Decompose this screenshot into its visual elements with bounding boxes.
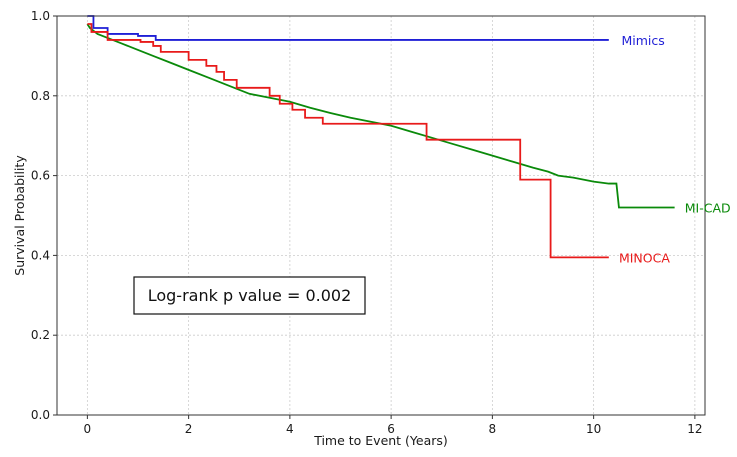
y-tick-label: 1.0: [31, 9, 50, 23]
series-line-minoca: [87, 23, 609, 259]
series-label-minoca: MINOCA: [619, 250, 670, 265]
x-tick-label: 0: [84, 422, 92, 436]
y-axis-title: Survival Probability: [12, 155, 27, 276]
x-tick-label: 4: [286, 422, 294, 436]
x-tick-label: 2: [185, 422, 193, 436]
y-tick-label: 0.4: [31, 248, 50, 262]
grid: [57, 15, 705, 416]
plot-frame: [56, 15, 706, 416]
series-line-mi-cad: [86, 23, 675, 209]
series-line-mimics: [87, 15, 609, 41]
y-tick-label: 0.6: [31, 169, 50, 183]
x-tick-label: 8: [489, 422, 497, 436]
x-tick-label: 10: [586, 422, 601, 436]
y-axis-ticks: 0.0 0.2 0.4 0.6 0.8 1.0: [31, 9, 57, 422]
logrank-annotation: Log-rank p value = 0.002: [133, 276, 366, 315]
y-tick-label: 0.2: [31, 328, 50, 342]
x-axis-ticks: 0 2 4 6 8 10 12: [84, 415, 703, 436]
annotation-box: [133, 276, 366, 315]
series-label-mi-cad: MI-CAD: [685, 201, 731, 216]
series-labels: Mimics MI-CAD MINOCA: [619, 33, 731, 265]
x-axis-title: Time to Event (Years): [313, 433, 448, 448]
x-tick-label: 6: [387, 422, 395, 436]
plot-lines: [86, 15, 675, 259]
y-tick-label: 0.0: [31, 408, 50, 422]
x-tick-label: 12: [687, 422, 702, 436]
annotation-text: Log-rank p value = 0.002: [148, 286, 352, 305]
y-tick-label: 0.8: [31, 89, 50, 103]
series-label-mimics: Mimics: [621, 33, 664, 48]
